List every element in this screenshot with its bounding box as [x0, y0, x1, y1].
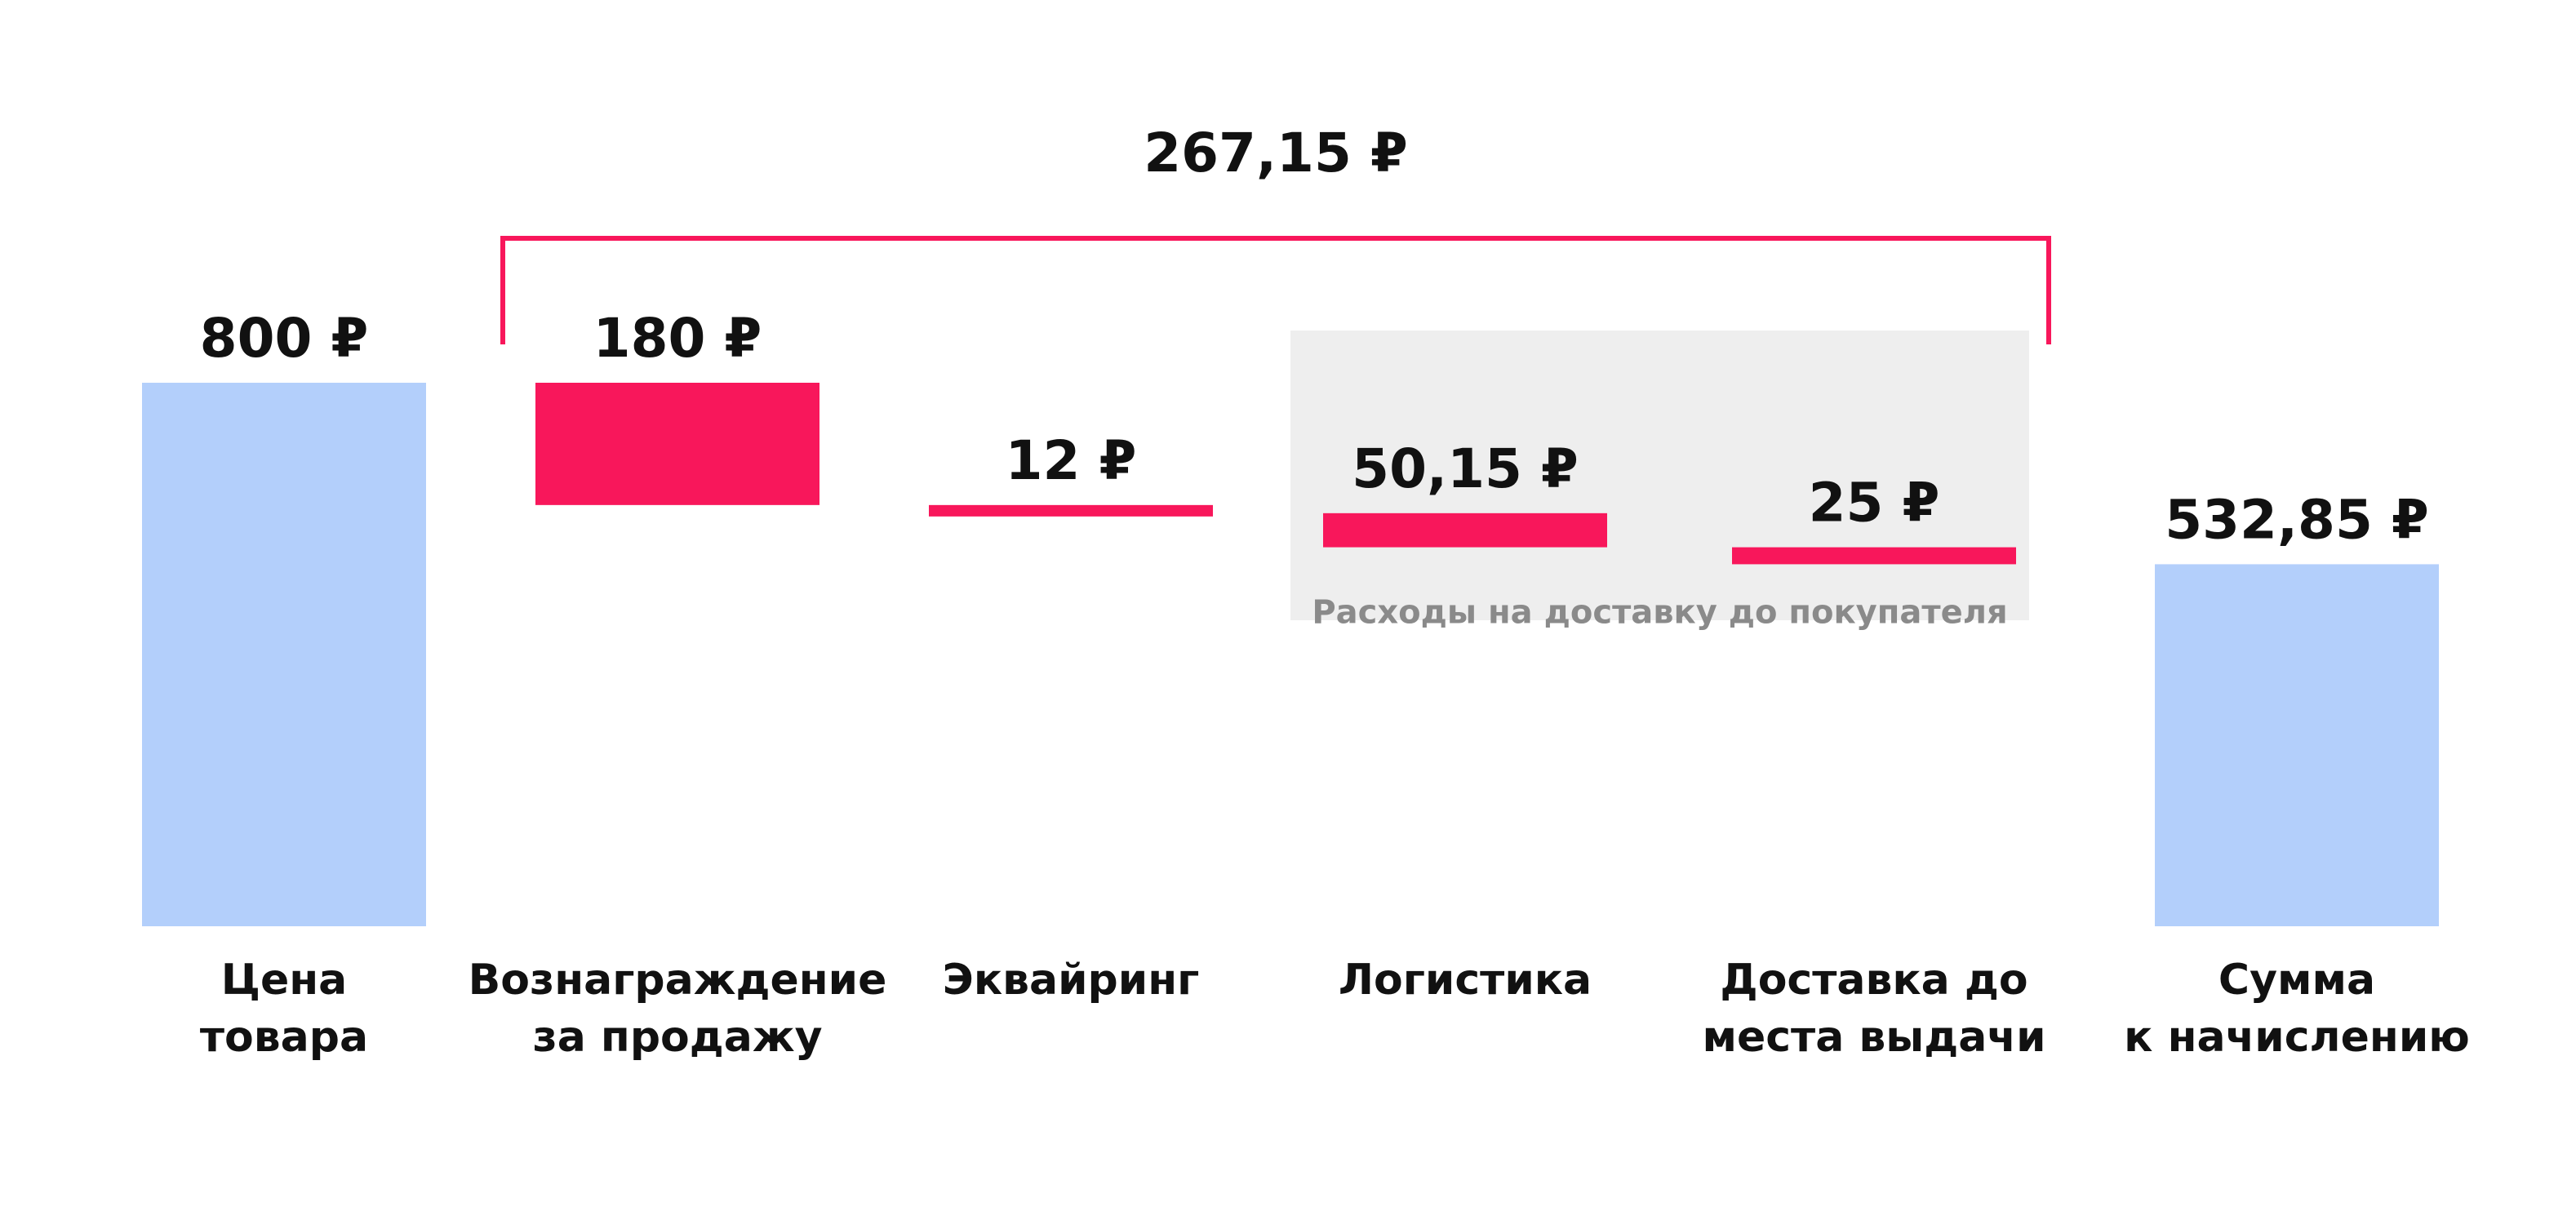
category-label: Эквайринг [943, 956, 1200, 1005]
bar-deduction [1323, 513, 1607, 548]
group-background [1290, 331, 2029, 620]
category-label: Доставка до [1720, 956, 2027, 1005]
bar-value-label: 800 ₽ [200, 307, 369, 370]
category-label: Цена [221, 956, 348, 1005]
group-label: Расходы на доставку до покупателя [1312, 593, 2007, 631]
bar-value-label: 25 ₽ [1809, 472, 1940, 535]
bracket-value-label: 267,15 ₽ [1144, 122, 1408, 184]
bar-value-label: 180 ₽ [593, 307, 762, 370]
category-label: товара [200, 1013, 368, 1062]
bar-deduction [535, 383, 819, 505]
bars-layer: 800 ₽ Цена товара 180 ₽ Вознаграждение за про… [142, 307, 2470, 1062]
bar-total [142, 383, 426, 926]
bar-total [2155, 564, 2439, 926]
bar-value-label: 12 ₽ [1006, 429, 1137, 492]
category-label: к начислению [2124, 1013, 2470, 1062]
category-label: места выдачи [1702, 1013, 2045, 1062]
category-label: за продажу [532, 1013, 822, 1062]
bar-value-label: 50,15 ₽ [1352, 437, 1579, 500]
category-label: Вознаграждение [469, 956, 887, 1005]
bracket-line [500, 236, 2051, 344]
bar-deduction [929, 504, 1213, 517]
category-label: Сумма [2218, 956, 2375, 1005]
bar-deduction [1732, 547, 2016, 565]
category-label: Логистика [1339, 956, 1592, 1005]
bar-value-label: 532,85 ₽ [2165, 488, 2429, 551]
